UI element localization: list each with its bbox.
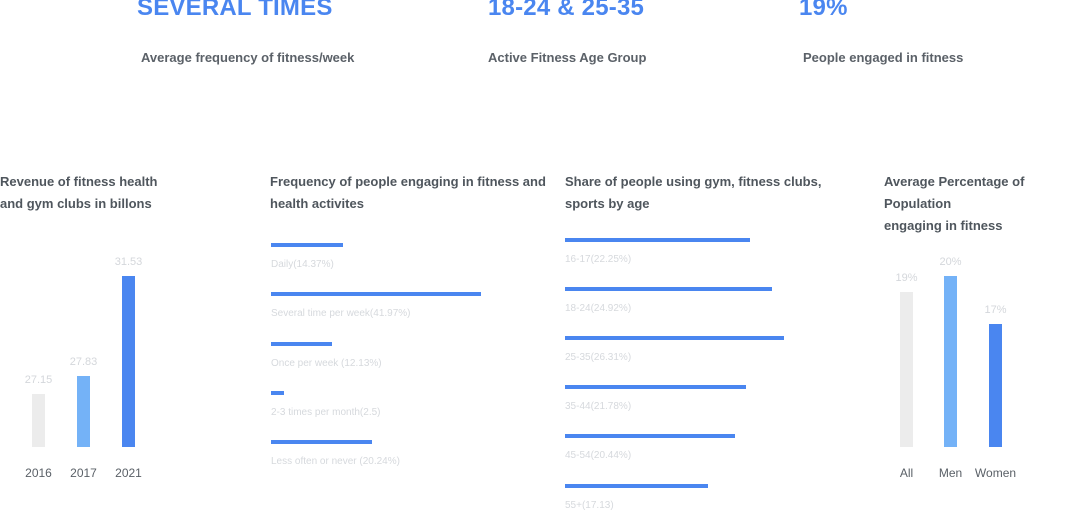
x-tick-label: Women	[974, 466, 1017, 480]
hbar-label: 25-35(26.31%)	[565, 352, 632, 364]
hbar-label: 18-24(24.92%)	[565, 303, 632, 315]
frequency-chart-title-line-1: Frequency of people engaging in fitness …	[270, 174, 546, 189]
hbar-2	[565, 336, 784, 341]
age-chart-title: Share of people using gym, fitness clubs…	[565, 171, 845, 215]
hbar-label: Daily(14.37%)	[271, 259, 334, 270]
hbar-3	[271, 390, 284, 395]
bar-2021	[122, 276, 135, 447]
bar-value-label: 27.83	[69, 355, 98, 368]
stat-age-group-label: Active Fitness Age Group	[488, 50, 647, 65]
hbar-label: 2-3 times per month(2.5)	[271, 406, 381, 418]
hbar-4	[565, 434, 736, 439]
hbar-5	[565, 483, 708, 488]
bar-women	[989, 323, 1002, 447]
hbar-label: Once per week (12.13%)	[271, 357, 382, 369]
stat-engaged-value: 19%	[799, 0, 848, 21]
stat-engaged-label: People engaged in fitness	[803, 50, 964, 65]
hbar-0	[271, 243, 343, 247]
hbar-3	[565, 385, 747, 390]
population-chart-title-line-1: Average Percentage of Population	[884, 174, 1025, 211]
revenue-chart-title: Revenue of fitness health and gym clubs …	[0, 171, 200, 215]
bar-value-label: 17%	[984, 303, 1007, 316]
bar-2016	[32, 394, 45, 447]
x-tick-label: 2017	[70, 466, 97, 480]
bar-all	[900, 291, 913, 447]
hbar-2	[271, 341, 332, 346]
bar-value-label: 19%	[895, 271, 918, 284]
hbar-1	[565, 287, 773, 292]
hbar-1	[271, 292, 481, 297]
x-tick-label: 2016	[25, 466, 52, 480]
bar-men	[944, 276, 957, 447]
x-tick-label: Men	[938, 466, 963, 480]
hbar-4	[271, 440, 373, 445]
hbar-label: 55+(17.13)	[565, 499, 614, 511]
frequency-chart-title: Frequency of people engaging in fitness …	[270, 171, 560, 215]
frequency-chart-title-line-2: health activites	[270, 196, 364, 211]
bar-value-label: 20%	[939, 256, 962, 268]
stat-age-group-value: 18-24 & 25-35	[488, 0, 645, 21]
hbar-label: 45-54(20.44%)	[565, 450, 632, 462]
hbar-label: 16-17(22.25%)	[565, 254, 632, 265]
hbar-label: Less often or never (20.24%)	[271, 456, 400, 468]
hbar-label: 35-44(21.78%)	[565, 401, 632, 413]
bar-value-label: 31.53	[114, 256, 143, 268]
stat-frequency-label: Average frequency of fitness/week	[141, 50, 355, 65]
revenue-chart-title-line-1: Revenue of fitness health	[0, 174, 158, 189]
age-chart-title-line-1: Share of people using gym, fitness clubs…	[565, 174, 822, 189]
age-chart-title-line-2: sports by age	[565, 196, 650, 211]
hbar-label: Several time per week(41.97%)	[271, 308, 411, 320]
population-chart-title: Average Percentage of Population engagin…	[884, 171, 1080, 237]
revenue-chart-title-line-2: and gym clubs in billons	[0, 196, 152, 211]
stat-frequency-value: SEVERAL TIMES	[137, 0, 333, 21]
x-tick-label: 2021	[115, 466, 142, 480]
bar-2017	[77, 375, 90, 447]
bar-value-label: 27.15	[24, 374, 53, 387]
population-chart-title-line-2: engaging in fitness	[884, 218, 1003, 233]
x-tick-label: All	[899, 466, 914, 480]
hbar-0	[565, 238, 751, 242]
